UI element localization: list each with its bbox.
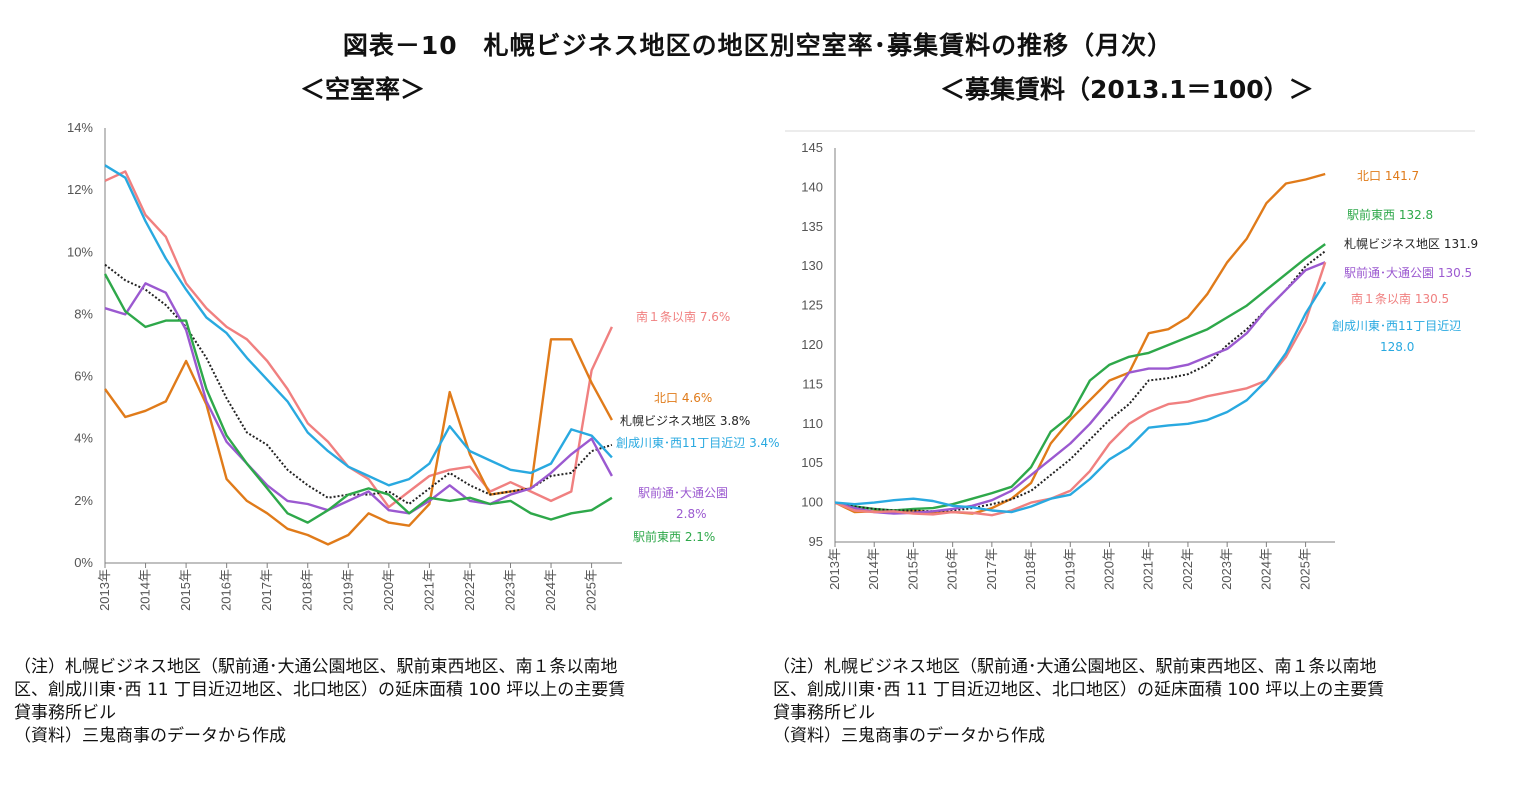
rent-index-chart: 95 100 105 110 115 120 125 130 135 140 145 2013年 201… <box>785 130 1478 590</box>
series-label: 創成川東･西11丁目近辺 3.4% <box>616 436 780 450</box>
x-tick-label: 2025年 <box>584 569 599 611</box>
x-tick-label: 2024年 <box>1258 548 1273 590</box>
series-line <box>834 261 1327 517</box>
chart-figure-title: 図表－10 札幌ビジネス地区の地区別空室率･募集賃料の推移（月次） <box>342 31 1174 60</box>
series-label: 2.8% <box>676 507 707 521</box>
series-line <box>834 281 1327 514</box>
vacancy-chart-title: ＜空室率＞ <box>300 75 426 104</box>
x-tick-label: 2016年 <box>219 569 234 611</box>
series-line <box>104 282 613 515</box>
y-tick-label: 125 <box>801 298 823 313</box>
y-tick-label: 12% <box>67 182 93 197</box>
x-tick-label: 2019年 <box>340 569 355 611</box>
series-label: 駅前通･大通公園 <box>638 485 728 500</box>
y-tick-label: 140 <box>801 179 823 194</box>
series-line <box>104 263 613 505</box>
series-line <box>834 250 1326 513</box>
y-tick-label: 120 <box>801 337 823 352</box>
x-tick-label: 2018年 <box>1023 548 1038 590</box>
x-tick-label: 2015年 <box>905 548 920 590</box>
y-tick-label: 4% <box>74 431 93 446</box>
series-label: 札幌ビジネス地区 131.9 <box>1344 236 1478 251</box>
x-tick-label: 2014年 <box>138 569 153 611</box>
series-label: 南１条以南 7.6% <box>636 309 730 324</box>
y-tick-label: 14% <box>67 120 93 135</box>
x-tick-label: 2013年 <box>97 569 112 611</box>
y-tick-label: 8% <box>74 306 93 321</box>
x-tick-label: 2023年 <box>502 569 517 611</box>
x-tick-label: 2023年 <box>1219 548 1234 590</box>
x-tick-label: 2017年 <box>984 548 999 590</box>
y-tick-label: 135 <box>801 219 823 234</box>
y-tick-label: 145 <box>801 140 823 155</box>
x-tick-label: 2015年 <box>178 569 193 611</box>
series-label: 駅前東西 2.1% <box>633 529 715 544</box>
footnote-line: 区、創成川東･西 11 丁目近辺地区、北口地区）の延床面積 100 坪以上の主要… <box>773 680 1385 700</box>
x-tick-label: 2020年 <box>381 569 396 611</box>
series-line <box>103 273 613 524</box>
series-line <box>834 243 1326 512</box>
footnote-line: （注）札幌ビジネス地区（駅前通･大通公園地区、駅前東西地区、南１条以南地 <box>773 657 1377 677</box>
series-label: 札幌ビジネス地区 3.8% <box>620 413 750 428</box>
y-tick-label: 10% <box>67 244 93 259</box>
footnote-left: （注）札幌ビジネス地区（駅前通･大通公園地区、駅前東西地区、南１条以南地 区、創… <box>14 656 734 748</box>
series-label: 南１条以南 130.5 <box>1351 291 1449 306</box>
y-tick-label: 130 <box>801 258 823 273</box>
vacancy-rate-chart: 0% 2% 4% 6% 8% 10% 12% 14% 2013年 2014年 2015年 2016年 2… <box>67 120 780 611</box>
x-tick-label: 2025年 <box>1298 548 1313 590</box>
series-line <box>834 261 1326 515</box>
series-label: 北口 141.7 <box>1357 169 1419 183</box>
series-label: 駅前東西 132.8 <box>1347 207 1433 222</box>
source-line: （資料）三鬼商事のデータから作成 <box>14 726 286 746</box>
x-tick-label: 2013年 <box>827 548 842 590</box>
x-tick-label: 2021年 <box>1141 548 1156 590</box>
y-tick-label: 95 <box>809 534 823 549</box>
x-tick-label: 2014年 <box>866 548 881 590</box>
y-tick-label: 110 <box>802 416 823 431</box>
y-tick-label: 6% <box>74 369 93 384</box>
footnote-line: （注）札幌ビジネス地区（駅前通･大通公園地区、駅前東西地区、南１条以南地 <box>14 657 618 677</box>
series-label: 128.0 <box>1380 340 1414 354</box>
x-tick-label: 2018年 <box>300 569 315 611</box>
series-line <box>104 164 613 487</box>
footnote-line: 区、創成川東･西 11 丁目近辺地区、北口地区）の延床面積 100 坪以上の主要… <box>14 680 626 700</box>
x-tick-label: 2016年 <box>945 548 960 590</box>
y-tick-label: 115 <box>802 376 823 391</box>
y-tick-label: 105 <box>801 455 823 470</box>
x-tick-label: 2022年 <box>462 569 477 611</box>
x-tick-label: 2021年 <box>421 569 436 611</box>
source-line: （資料）三鬼商事のデータから作成 <box>773 726 1045 746</box>
x-tick-label: 2017年 <box>259 569 274 611</box>
x-tick-label: 2020年 <box>1102 548 1117 590</box>
x-tick-label: 2024年 <box>543 569 558 611</box>
x-tick-label: 2019年 <box>1062 548 1077 590</box>
series-label: 駅前通･大通公園 130.5 <box>1344 265 1472 280</box>
series-line <box>834 172 1326 515</box>
series-label: 創成川東･西11丁目近辺 <box>1332 319 1461 333</box>
footnote-right: （注）札幌ビジネス地区（駅前通･大通公園地区、駅前東西地区、南１条以南地 区、創… <box>773 656 1493 748</box>
x-tick-label: 2022年 <box>1180 548 1195 590</box>
footnote-line: 貸事務所ビル <box>773 703 875 723</box>
y-tick-label: 0% <box>74 555 93 570</box>
y-tick-label: 100 <box>801 495 823 510</box>
y-tick-label: 2% <box>74 493 93 508</box>
rent-chart-title: ＜募集賃料（2013.1＝100）＞ <box>940 75 1314 104</box>
footnote-line: 貸事務所ビル <box>14 703 116 723</box>
series-label: 北口 4.6% <box>654 391 712 405</box>
